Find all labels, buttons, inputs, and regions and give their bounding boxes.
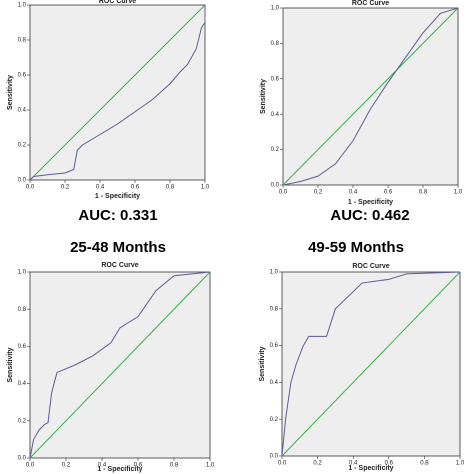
y-axis-label: Sensitivity xyxy=(260,79,267,114)
y-tick-label: 0.0 xyxy=(18,456,27,462)
y-tick-label: 0.0 xyxy=(18,178,27,184)
reference-line xyxy=(29,271,211,459)
x-tick-label: 0.2 xyxy=(313,461,322,467)
x-tick-label: 0.8 xyxy=(420,461,429,467)
x-tick-label: 0.2 xyxy=(62,463,71,469)
y-tick-label: 0.2 xyxy=(18,143,27,149)
x-tick-label: 0.2 xyxy=(61,185,70,191)
y-tick-label: 1.0 xyxy=(18,270,27,276)
chart-title: ROC Curve xyxy=(101,262,138,269)
x-tick-label: 1.0 xyxy=(206,463,215,469)
chart-title: ROC Curve xyxy=(99,0,136,5)
y-tick-label: 0.4 xyxy=(270,380,279,386)
x-tick-label: 1.0 xyxy=(456,461,465,467)
reference-line xyxy=(282,7,459,186)
x-tick-label: 0.0 xyxy=(279,190,288,196)
y-tick-label: 0.8 xyxy=(271,41,280,47)
auc-label: AUC: 0.331 xyxy=(78,207,157,224)
y-axis-label: Sensitivity xyxy=(259,346,266,381)
y-tick-label: 0.8 xyxy=(18,307,27,313)
y-tick-label: 0.2 xyxy=(18,418,27,424)
x-tick-label: 0.8 xyxy=(419,190,428,196)
roc-curve xyxy=(281,271,461,457)
y-tick-label: 0.8 xyxy=(18,38,27,44)
x-tick-label: 0.4 xyxy=(96,185,105,191)
x-tick-label: 0.6 xyxy=(385,461,394,467)
x-tick-label: 0.6 xyxy=(384,190,393,196)
y-axis-label: Sensitivity xyxy=(7,75,14,110)
x-tick-label: 0.6 xyxy=(134,463,143,469)
y-tick-label: 0.6 xyxy=(18,73,27,79)
chart-title: ROC Curve xyxy=(352,0,389,7)
y-tick-label: 0.6 xyxy=(18,344,27,350)
auc-label: AUC: 0.462 xyxy=(330,207,409,224)
x-tick-label: 0.0 xyxy=(26,185,35,191)
x-tick-label: 0.4 xyxy=(349,461,358,467)
chart-title: ROC Curve xyxy=(352,263,389,270)
group-heading: 25-48 Months xyxy=(70,239,166,256)
x-axis-label: 1 - Specificity xyxy=(348,199,393,206)
x-tick-label: 1.0 xyxy=(454,190,463,196)
y-axis-label: Sensitivity xyxy=(7,347,14,382)
x-tick-label: 0.2 xyxy=(314,190,323,196)
x-tick-label: 0.6 xyxy=(131,185,140,191)
x-tick-label: 0.0 xyxy=(26,463,35,469)
y-tick-label: 0.0 xyxy=(270,454,279,460)
x-axis-label: 1 - Specificity xyxy=(95,193,140,200)
y-tick-label: 0.4 xyxy=(18,108,27,114)
y-tick-label: 0.2 xyxy=(271,147,280,153)
x-axis-label: 1 - Specificity xyxy=(348,465,393,472)
y-tick-label: 0.4 xyxy=(271,112,280,118)
y-tick-label: 0.4 xyxy=(18,381,27,387)
y-tick-label: 0.8 xyxy=(270,306,279,312)
y-tick-label: 1.0 xyxy=(18,3,27,9)
reference-line xyxy=(281,271,461,457)
y-tick-label: 1.0 xyxy=(271,6,280,12)
x-tick-label: 0.8 xyxy=(170,463,179,469)
x-tick-label: 1.0 xyxy=(201,185,210,191)
roc-curve xyxy=(29,271,211,459)
roc-curve xyxy=(29,5,206,181)
y-tick-label: 0.2 xyxy=(270,417,279,423)
x-tick-label: 0.4 xyxy=(349,190,358,196)
x-tick-label: 0.4 xyxy=(98,463,107,469)
x-tick-label: 0.8 xyxy=(166,185,175,191)
roc-curve xyxy=(282,7,459,186)
y-tick-label: 0.6 xyxy=(270,343,279,349)
reference-line xyxy=(29,4,206,181)
y-tick-label: 0.6 xyxy=(271,76,280,82)
y-tick-label: 0.0 xyxy=(271,183,280,189)
x-tick-label: 0.0 xyxy=(278,461,287,467)
x-axis-label: 1 - Specificity xyxy=(97,466,142,473)
group-heading: 49-59 Months xyxy=(308,239,404,256)
y-tick-label: 1.0 xyxy=(270,270,279,276)
